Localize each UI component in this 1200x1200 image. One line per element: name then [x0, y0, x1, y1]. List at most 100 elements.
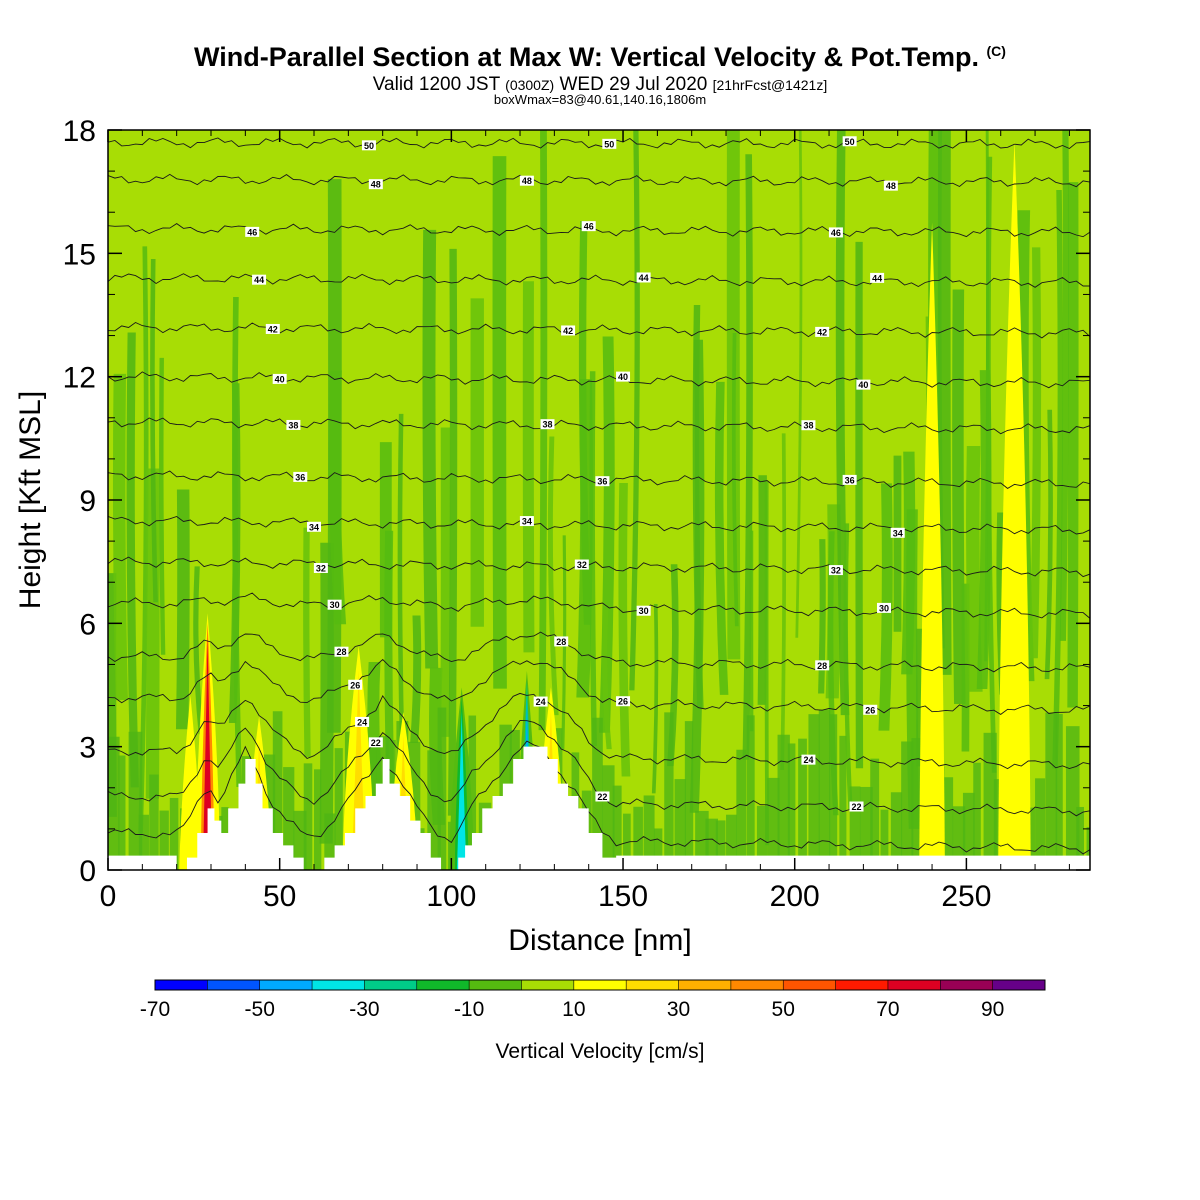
theta-label-bg — [293, 471, 308, 482]
theta-label-bg — [636, 272, 651, 283]
theta-contour — [108, 658, 1090, 715]
field-lowlevel-cell — [973, 762, 981, 870]
field-lowlevel-cell — [468, 715, 477, 870]
theta-label: 22 — [852, 802, 862, 812]
theta-contour — [108, 556, 1090, 578]
theta-label: 42 — [817, 327, 827, 337]
field-lowlevel-cell — [612, 785, 622, 870]
colorbar-swatch — [992, 980, 1046, 990]
field-striation — [966, 446, 983, 692]
theta-label-bg — [355, 716, 370, 727]
theta-label-bg — [815, 660, 830, 671]
theta-contour — [108, 273, 1090, 288]
colorbar-swatch — [312, 980, 365, 990]
field-lowlevel-cell — [643, 795, 655, 870]
field-striation — [629, 130, 640, 691]
field-striation — [1029, 247, 1042, 659]
theta-label: 38 — [542, 420, 552, 430]
theta-label: 30 — [879, 603, 889, 613]
vertical-velocity-field — [108, 130, 1090, 870]
y-tick-label: 15 — [63, 238, 96, 271]
colorbar-swatch — [207, 980, 261, 990]
field-striation — [470, 298, 484, 627]
theta-label-bg — [616, 371, 631, 382]
colorbar-frame — [154, 979, 1046, 991]
theta-label: 26 — [618, 697, 628, 707]
updraft-streak-core — [186, 719, 195, 870]
theta-label-bg — [616, 696, 631, 707]
theta-label: 24 — [536, 697, 546, 707]
field-striation — [410, 615, 422, 744]
field-lowlevel-cell — [272, 711, 283, 870]
theta-label-bg — [574, 559, 589, 570]
x-tick-label: 250 — [941, 880, 991, 913]
theta-label-bg — [828, 227, 843, 238]
theta-label: 24 — [357, 717, 367, 727]
colorbar-swatch — [626, 980, 680, 990]
field-lowlevel-cell — [767, 777, 780, 870]
theta-label-bg — [519, 516, 534, 527]
theta-label: 32 — [831, 566, 841, 576]
theta-contour — [108, 592, 1090, 619]
field-lowlevel-cell — [890, 792, 903, 870]
theta-contour — [108, 515, 1090, 535]
theta-label: 32 — [577, 560, 587, 570]
chart-title-text: Wind-Parallel Section at Max W: Vertical… — [194, 42, 979, 72]
field-striation — [175, 489, 190, 730]
theta-label-bg — [636, 605, 651, 616]
terrain — [108, 746, 1090, 870]
colorbar-swatch — [835, 980, 889, 990]
field-striation — [855, 241, 864, 769]
field-lowlevel-cell — [1035, 778, 1046, 870]
y-tick-label: 9 — [79, 485, 96, 518]
colorbar-tick-label: 10 — [562, 998, 585, 1021]
field-striation — [492, 156, 507, 689]
theta-label: 38 — [803, 421, 813, 431]
theta-label: 48 — [522, 176, 532, 186]
theta-label-bg — [265, 323, 280, 334]
field-striation — [780, 433, 787, 771]
theta-label-bg — [561, 325, 576, 336]
theta-label-bg — [856, 379, 871, 390]
theta-label-bg — [801, 754, 816, 765]
field-striation — [522, 281, 535, 653]
theta-label-bg — [801, 420, 816, 431]
colorbar-swatch — [364, 980, 418, 990]
field-lowlevel-cell — [1045, 712, 1058, 870]
theta-label-bg — [334, 646, 349, 657]
theta-contour — [108, 692, 1090, 770]
theta-label-bg — [245, 226, 260, 237]
theta-label-bg — [581, 221, 596, 232]
field-lowlevel-cell — [334, 748, 343, 870]
colorbar-tick-label: -30 — [349, 998, 379, 1021]
theta-label-bg — [842, 474, 857, 485]
theta-label-bg — [828, 565, 843, 576]
colorbar-tick-label: -70 — [140, 998, 170, 1021]
theta-label-bg — [815, 326, 830, 337]
field-lowlevel-cell — [756, 805, 768, 870]
forecast-info: [21hrFcst@1421z] — [712, 77, 828, 93]
field-striation — [231, 297, 243, 787]
field-lowlevel-cell — [818, 709, 831, 870]
field-striation — [1059, 130, 1070, 641]
updraft-streak-core — [1007, 164, 1022, 870]
field-striation — [1067, 182, 1079, 708]
colorbar-swatch — [521, 980, 575, 990]
theta-label-bg — [849, 801, 864, 812]
theta-contour — [108, 371, 1090, 389]
field-striation — [985, 156, 997, 773]
field-lowlevel-cell — [664, 712, 674, 870]
field-lowlevel-cell — [726, 814, 737, 870]
theta-label: 34 — [893, 528, 903, 538]
colorbar: -70 -50 -30 -10 10 30 50 70 90 — [140, 979, 1046, 1021]
field-lowlevel-cell — [942, 777, 954, 870]
field-lowlevel-cell — [623, 813, 631, 870]
field-striation — [937, 130, 952, 675]
field-lowlevel-cell — [962, 792, 975, 870]
field-striation — [602, 610, 612, 750]
field-striation — [893, 455, 902, 632]
field-striation — [447, 248, 458, 816]
field-lowlevel-cell — [952, 806, 966, 870]
theta-label-bg — [890, 527, 905, 538]
theta-label-bg — [602, 138, 617, 149]
